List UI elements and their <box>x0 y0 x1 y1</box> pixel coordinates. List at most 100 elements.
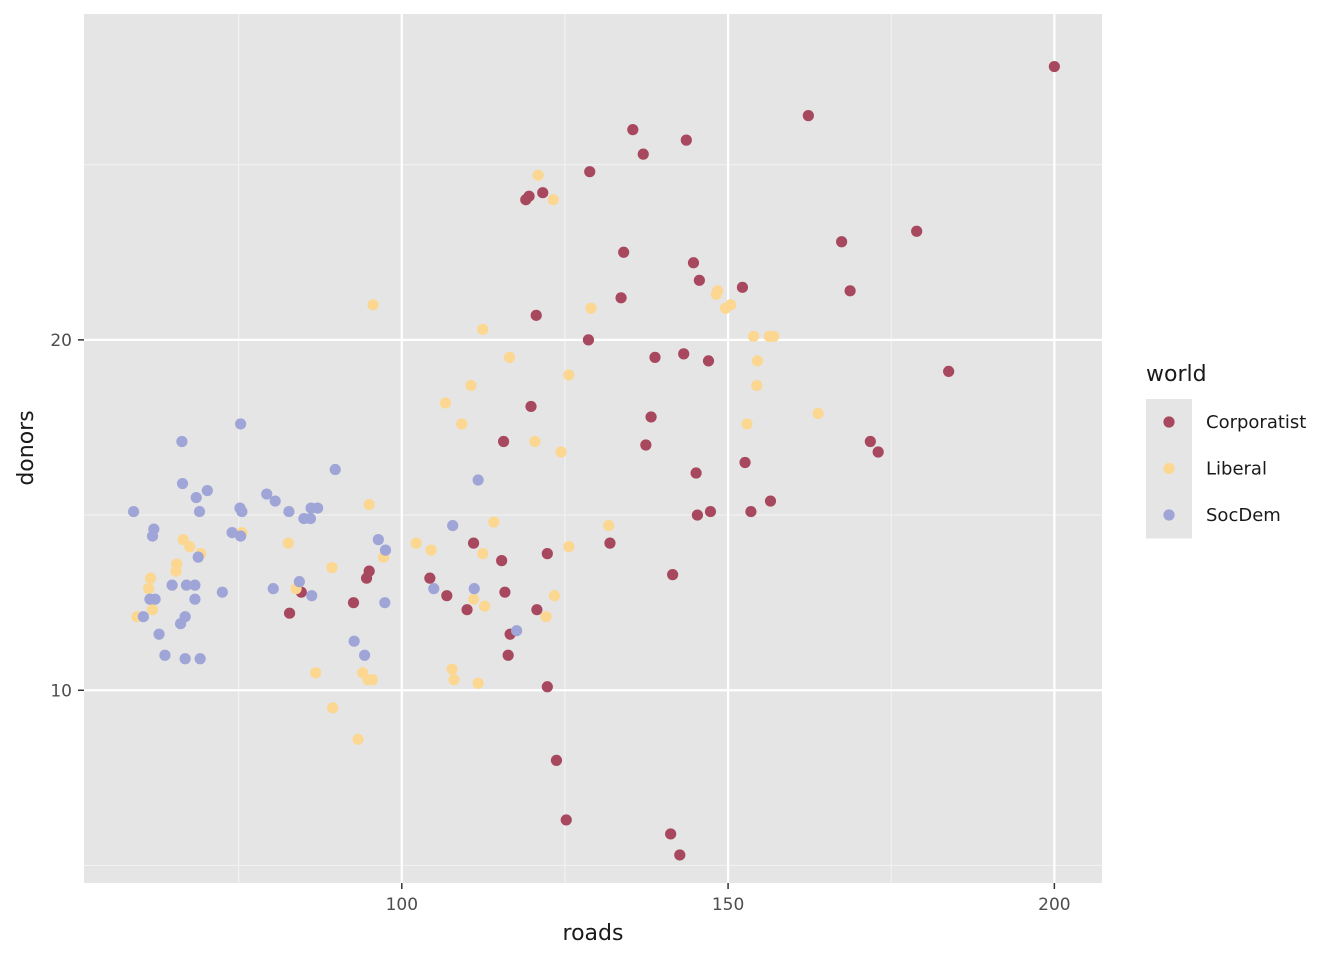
point-corporatist <box>691 509 704 521</box>
point-liberal <box>532 169 544 181</box>
point-socdem <box>149 593 161 605</box>
point-corporatist <box>764 495 777 507</box>
legend-label-corporatist: Corporatist <box>1206 412 1306 433</box>
data-points <box>127 60 1060 861</box>
point-corporatist <box>461 604 473 616</box>
point-liberal <box>425 544 437 556</box>
point-socdem <box>190 491 202 504</box>
x-tick-label: 150 <box>712 895 744 915</box>
legend-marker-corporatist <box>1163 416 1175 428</box>
point-socdem <box>304 512 317 525</box>
point-liberal <box>352 733 364 745</box>
point-liberal <box>479 600 491 612</box>
point-liberal <box>555 446 567 458</box>
point-corporatist <box>541 548 553 560</box>
point-socdem <box>194 653 206 665</box>
point-liberal <box>366 674 379 686</box>
y-axis-ticks: 10 20 <box>50 331 84 701</box>
point-socdem <box>261 488 273 500</box>
point-corporatist <box>541 681 553 693</box>
point-corporatist <box>584 166 596 178</box>
y-tick-label: 10 <box>50 681 72 701</box>
point-corporatist <box>864 435 876 448</box>
point-corporatist <box>739 456 751 469</box>
legend-keys: Corporatist Liberal SocDem <box>1146 399 1306 539</box>
point-socdem <box>283 505 295 518</box>
point-socdem <box>306 590 318 602</box>
point-socdem <box>201 484 213 497</box>
point-corporatist <box>550 754 563 766</box>
y-axis-title: donors <box>14 410 39 485</box>
point-liberal <box>170 565 182 577</box>
point-socdem <box>267 583 279 595</box>
x-tick-label: 200 <box>1038 895 1070 915</box>
point-socdem <box>189 579 201 591</box>
point-socdem <box>153 628 165 640</box>
point-socdem <box>447 519 459 532</box>
point-liberal <box>446 663 458 675</box>
point-liberal <box>540 611 552 623</box>
point-corporatist <box>627 124 639 136</box>
point-corporatist <box>615 292 627 304</box>
point-liberal <box>410 537 422 549</box>
major-gridlines <box>84 14 1102 883</box>
point-corporatist <box>693 274 705 286</box>
point-corporatist <box>649 351 661 363</box>
legend-label-liberal: Liberal <box>1206 459 1267 480</box>
point-socdem <box>379 597 391 609</box>
point-corporatist <box>687 257 700 269</box>
point-liberal <box>563 369 575 381</box>
point-corporatist <box>360 572 373 584</box>
point-socdem <box>216 586 228 598</box>
point-corporatist <box>736 281 749 293</box>
point-socdem <box>192 551 204 563</box>
point-liberal <box>327 702 339 714</box>
point-corporatist <box>520 194 532 206</box>
point-corporatist <box>704 505 717 518</box>
point-socdem <box>472 474 484 486</box>
legend-marker-liberal <box>1163 462 1175 475</box>
point-liberal <box>144 572 157 584</box>
point-corporatist <box>802 110 814 122</box>
point-socdem <box>348 635 360 647</box>
point-corporatist <box>943 365 955 378</box>
point-corporatist <box>745 505 757 518</box>
point-socdem <box>180 579 193 591</box>
point-corporatist <box>560 814 572 826</box>
point-corporatist <box>872 446 884 458</box>
point-liberal <box>477 548 489 560</box>
point-liberal <box>503 351 516 363</box>
point-liberal <box>467 593 480 605</box>
point-corporatist <box>496 555 508 567</box>
point-socdem <box>127 505 140 518</box>
plot-panel <box>84 14 1102 883</box>
point-corporatist <box>844 285 856 297</box>
point-liberal <box>310 667 322 679</box>
x-tick-label: 100 <box>386 895 418 915</box>
point-socdem <box>428 583 440 595</box>
point-socdem <box>174 618 187 630</box>
point-liberal <box>725 299 737 311</box>
legend: world Corporatist Liberal SocDem <box>1146 362 1306 539</box>
point-corporatist <box>702 355 715 367</box>
point-corporatist <box>618 246 630 258</box>
point-liberal <box>585 302 597 314</box>
point-socdem <box>179 653 191 665</box>
point-liberal <box>751 355 764 367</box>
point-socdem <box>176 435 188 448</box>
point-liberal <box>448 674 460 686</box>
point-liberal <box>367 299 379 311</box>
point-socdem <box>146 530 159 542</box>
point-corporatist <box>283 607 296 619</box>
x-axis-ticks: 100 150 200 <box>386 883 1071 915</box>
point-corporatist <box>1048 60 1060 73</box>
point-liberal <box>812 407 824 420</box>
point-corporatist <box>347 597 360 609</box>
point-corporatist <box>836 236 848 248</box>
point-liberal <box>177 534 189 546</box>
point-socdem <box>176 477 189 490</box>
point-liberal <box>563 541 575 553</box>
point-corporatist <box>637 148 649 160</box>
point-liberal <box>146 604 159 616</box>
legend-label-socdem: SocDem <box>1206 505 1281 526</box>
